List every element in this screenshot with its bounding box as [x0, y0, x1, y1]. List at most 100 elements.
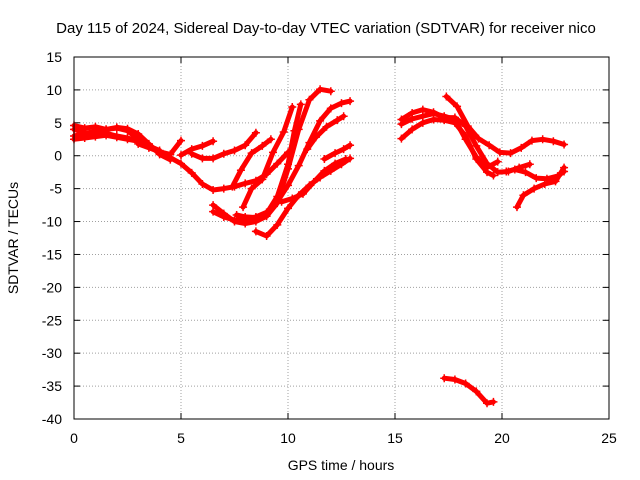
data-point — [177, 159, 185, 168]
x-tick-label: 20 — [494, 430, 510, 446]
series-arc-3 — [70, 121, 143, 144]
data-point — [510, 165, 519, 174]
data-point — [198, 154, 207, 163]
data-point — [296, 100, 305, 109]
data-point — [560, 140, 569, 149]
series-arc-23 — [440, 374, 498, 408]
data-point — [112, 124, 121, 133]
data-point — [232, 210, 241, 219]
series-arc-5 — [134, 136, 185, 159]
data-point — [517, 143, 526, 152]
series-arc-17 — [397, 115, 498, 180]
x-tick-label: 5 — [177, 430, 185, 446]
data-series — [70, 85, 569, 408]
data-point — [538, 135, 547, 144]
data-point — [91, 122, 100, 131]
data-point — [429, 109, 438, 118]
data-point — [134, 139, 143, 148]
series-line — [240, 104, 295, 210]
data-point — [461, 379, 470, 388]
data-point — [489, 397, 498, 406]
data-point — [316, 85, 325, 94]
data-point — [440, 112, 449, 121]
data-point — [102, 131, 111, 140]
y-tick-label: -5 — [50, 181, 63, 197]
series-arc-11 — [232, 100, 305, 222]
data-point — [450, 115, 459, 124]
data-point — [530, 184, 539, 193]
data-point — [397, 120, 406, 129]
data-point — [551, 177, 560, 186]
x-tick-label: 10 — [280, 430, 296, 446]
data-point — [346, 97, 355, 106]
data-point — [472, 141, 481, 150]
data-point — [442, 92, 451, 101]
data-point — [331, 159, 340, 168]
data-point — [320, 155, 329, 164]
data-point — [483, 163, 492, 172]
data-point — [418, 112, 427, 121]
data-point — [219, 209, 228, 218]
series-line — [514, 165, 567, 210]
y-tick-label: -30 — [42, 345, 62, 361]
data-point — [251, 128, 260, 137]
data-point — [309, 178, 318, 187]
data-point — [290, 126, 299, 135]
data-point — [241, 212, 250, 221]
data-point — [266, 135, 275, 144]
series-arc-14 — [277, 155, 350, 206]
series-arc-12 — [239, 103, 297, 212]
y-tick-label: -25 — [42, 312, 62, 328]
data-point — [525, 160, 534, 169]
data-point — [408, 125, 417, 134]
data-point — [337, 99, 346, 108]
data-point — [294, 161, 303, 170]
data-point — [331, 149, 340, 158]
data-point — [251, 213, 260, 222]
data-point — [512, 203, 521, 212]
data-point — [288, 103, 297, 112]
data-point — [408, 114, 417, 123]
data-point — [273, 220, 282, 229]
data-point — [258, 175, 267, 184]
data-point — [540, 180, 549, 189]
data-point — [239, 203, 248, 212]
data-point — [209, 201, 218, 210]
chart-title: Day 115 of 2024, Sidereal Day-to-day VTE… — [56, 20, 596, 37]
data-point — [532, 174, 541, 183]
data-point — [311, 133, 320, 142]
series-arc-15 — [303, 112, 348, 154]
data-point — [341, 155, 350, 164]
x-tick-label: 15 — [387, 430, 403, 446]
data-point — [506, 149, 515, 158]
y-tick-label: -15 — [42, 246, 62, 262]
data-point — [474, 134, 483, 143]
data-point — [258, 141, 267, 150]
data-point — [262, 232, 271, 241]
data-point — [298, 189, 307, 198]
data-point — [230, 217, 239, 226]
series-arc-16 — [320, 141, 355, 164]
series-line — [398, 111, 501, 171]
data-point — [241, 179, 250, 188]
data-point — [219, 184, 228, 193]
x-axis-label: GPS time / hours — [288, 457, 395, 473]
data-point — [277, 197, 286, 206]
data-point — [397, 134, 406, 143]
data-point — [472, 387, 481, 396]
data-point — [209, 137, 218, 146]
series-arc-22 — [512, 163, 569, 212]
y-tick-label: -35 — [42, 378, 62, 394]
series-arc-20 — [442, 92, 569, 158]
y-tick-label: 15 — [46, 49, 62, 65]
data-point — [305, 95, 314, 104]
grid — [74, 57, 609, 419]
series-arc-10 — [228, 135, 275, 191]
y-tick-label: 0 — [54, 148, 62, 164]
data-point — [198, 141, 207, 150]
data-point — [326, 104, 335, 113]
data-point — [493, 168, 502, 177]
data-point — [177, 151, 185, 160]
data-point — [230, 146, 239, 155]
data-point — [284, 204, 292, 213]
